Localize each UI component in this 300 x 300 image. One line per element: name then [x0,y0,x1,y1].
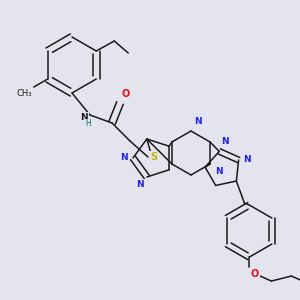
Text: O: O [250,269,259,279]
Text: N: N [136,180,144,189]
Text: H: H [85,119,91,128]
Text: N: N [80,113,88,122]
Text: N: N [215,167,223,176]
Text: N: N [120,154,128,163]
Text: O: O [122,89,130,99]
Text: N: N [221,137,229,146]
Text: N: N [244,155,251,164]
Text: N: N [194,117,202,126]
Text: S: S [150,152,157,162]
Text: CH₃: CH₃ [16,89,32,98]
